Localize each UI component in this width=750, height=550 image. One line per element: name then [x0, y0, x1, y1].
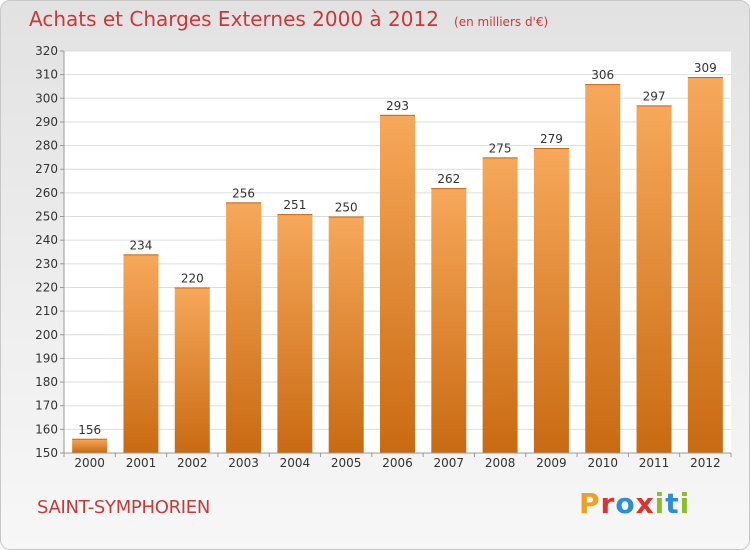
logo-letter: i	[679, 487, 691, 520]
axes: 150 160 170 180 190 200 210 220 230 240 250 260 270 2…	[35, 44, 732, 470]
data-label-2011: 297	[643, 89, 666, 103]
y-tick-label: 210	[35, 304, 58, 318]
bar-2000	[72, 438, 108, 453]
data-label-2008: 275	[489, 141, 512, 155]
chart-title: Achats et Charges Externes 2000 à 2012	[29, 7, 439, 31]
data-label-2005: 250	[335, 201, 358, 215]
y-tick-label: 310	[35, 68, 58, 82]
x-tick-label-2006: 2006	[382, 456, 413, 470]
chart-subtitle: (en milliers d'€)	[454, 15, 549, 29]
data-labels: 156 234 220 256 251 250 293 262 275 279 306 297 309	[78, 61, 717, 437]
data-label-2012: 309	[694, 61, 717, 75]
bar-2008	[482, 157, 518, 454]
bar-2001	[123, 254, 159, 453]
logo-letter: i	[654, 487, 666, 520]
data-label-2010: 306	[591, 68, 614, 82]
y-tick-label: 250	[35, 210, 58, 224]
x-tick-label-2003: 2003	[228, 456, 259, 470]
bar-2011	[636, 105, 672, 453]
y-tick-label: 280	[35, 139, 58, 153]
y-tick-label: 240	[35, 233, 58, 247]
y-tick-label: 220	[35, 280, 58, 294]
x-tick-label-2011: 2011	[639, 456, 670, 470]
x-tick-label-2010: 2010	[587, 456, 618, 470]
x-tick-label-2000: 2000	[74, 456, 105, 470]
logo-letter: P	[579, 487, 601, 520]
proxiti-logo: Proxiti	[579, 487, 690, 520]
data-label-2001: 234	[130, 238, 153, 252]
bar-2003	[226, 202, 262, 453]
x-tick-label-2001: 2001	[126, 456, 157, 470]
y-tick-label: 200	[35, 328, 58, 342]
x-tick-label-2012: 2012	[690, 456, 721, 470]
x-tick-label-2008: 2008	[485, 456, 516, 470]
logo-letter: o	[615, 487, 636, 520]
bar-2010	[585, 84, 621, 453]
x-tick-label-2005: 2005	[331, 456, 362, 470]
x-tick-label-2002: 2002	[177, 456, 208, 470]
data-label-2003: 256	[232, 186, 255, 200]
x-tick-label-2009: 2009	[536, 456, 567, 470]
bar-2007	[431, 188, 467, 453]
y-tick-label: 320	[35, 44, 58, 58]
x-tick-label-2007: 2007	[434, 456, 465, 470]
bar-2004	[277, 214, 313, 453]
data-label-2006: 293	[386, 99, 409, 113]
title-line: Achats et Charges Externes 2000 à 2012 (…	[29, 7, 548, 31]
y-tick-label: 170	[35, 399, 58, 413]
y-tick-label: 190	[35, 351, 58, 365]
commune-name: SAINT-SYMPHORIEN	[37, 497, 211, 518]
bar-2006	[380, 114, 415, 454]
y-tick-label: 300	[35, 91, 58, 105]
data-label-2000: 156	[78, 423, 101, 437]
y-tick-label: 270	[35, 162, 58, 176]
logo-letter: t	[665, 487, 680, 520]
bar-2005	[328, 216, 364, 453]
y-tick-label: 290	[35, 115, 58, 129]
y-tick-label: 180	[35, 375, 58, 389]
y-tick-label: 230	[35, 257, 58, 271]
y-tick-label: 150	[35, 446, 58, 460]
bar-2012	[687, 77, 723, 453]
bar-2002	[174, 287, 210, 453]
logo-letter: r	[600, 487, 616, 520]
data-label-2009: 279	[540, 132, 563, 146]
y-tick-label: 260	[35, 186, 58, 200]
data-label-2004: 251	[283, 198, 306, 212]
bar-2009	[533, 147, 569, 453]
y-tick-label: 160	[35, 422, 58, 436]
bars	[72, 77, 723, 454]
logo-letter: x	[635, 487, 655, 520]
data-label-2007: 262	[437, 172, 460, 186]
x-tick-label-2004: 2004	[280, 456, 311, 470]
data-label-2002: 220	[181, 271, 204, 285]
